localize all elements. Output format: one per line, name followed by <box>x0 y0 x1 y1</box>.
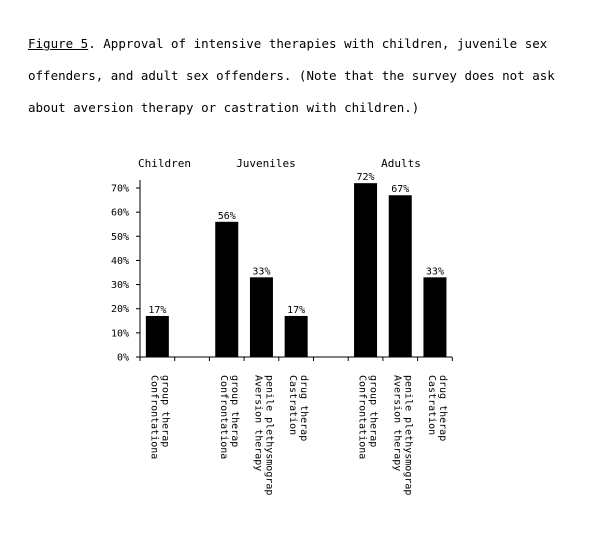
category-label: Confrontationa <box>218 375 229 459</box>
category-label: Confrontationa <box>357 375 368 459</box>
y-tick-label: 0% <box>117 353 129 364</box>
bar <box>249 277 273 357</box>
figure-label: Figure 5 <box>28 36 89 51</box>
group-label: Children <box>138 157 191 170</box>
bar <box>423 277 447 357</box>
bar-value-label: 33% <box>252 266 270 277</box>
bar-value-label: 72% <box>357 172 375 183</box>
category-label: Castration <box>426 375 437 435</box>
y-tick-label: 20% <box>111 304 129 315</box>
category-label: drug therap <box>437 375 448 441</box>
figure-caption: Figure 5. Approval of intensive therapie… <box>28 28 588 124</box>
category-label: Confrontationa <box>148 375 159 459</box>
group-label: Adults <box>381 157 421 170</box>
y-tick-label: 60% <box>111 208 129 219</box>
bar <box>284 315 308 357</box>
category-label: Aversion therapy <box>391 375 402 471</box>
bar <box>215 221 239 357</box>
bar-value-label: 67% <box>391 184 409 195</box>
caption-text: . Approval of intensive therapies with c… <box>28 36 555 115</box>
group-label: Juveniles <box>236 157 296 170</box>
category-label: group therap <box>368 375 379 447</box>
category-label: Aversion therapy <box>252 375 263 471</box>
bar-value-label: 17% <box>287 305 305 316</box>
category-label: penile plethysmograp <box>402 375 413 495</box>
category-label: drug therap <box>298 375 309 441</box>
y-tick-label: 30% <box>111 280 129 291</box>
category-label: group therap <box>229 375 240 447</box>
y-tick-label: 10% <box>111 328 129 339</box>
bar <box>388 195 412 357</box>
y-tick-label: 40% <box>111 256 129 267</box>
bar <box>354 183 378 357</box>
bar-value-label: 17% <box>148 305 166 316</box>
category-label: Castration <box>287 375 298 435</box>
y-tick-label: 50% <box>111 232 129 243</box>
category-label: penile plethysmograp <box>263 375 274 495</box>
bar-value-label: 56% <box>218 211 236 222</box>
category-label: group therap <box>159 375 170 447</box>
bar-value-label: 33% <box>426 266 444 277</box>
y-tick-label: 70% <box>111 184 129 195</box>
bar <box>145 315 169 357</box>
